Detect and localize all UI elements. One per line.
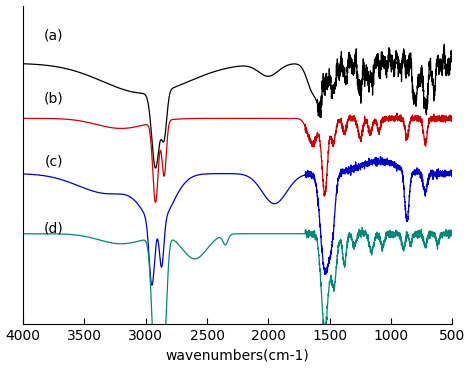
Text: (a): (a) — [44, 29, 64, 43]
Text: (c): (c) — [44, 154, 63, 168]
Text: (b): (b) — [44, 91, 64, 105]
X-axis label: wavenumbers(cm-1): wavenumbers(cm-1) — [166, 348, 309, 362]
Text: (d): (d) — [44, 222, 64, 236]
